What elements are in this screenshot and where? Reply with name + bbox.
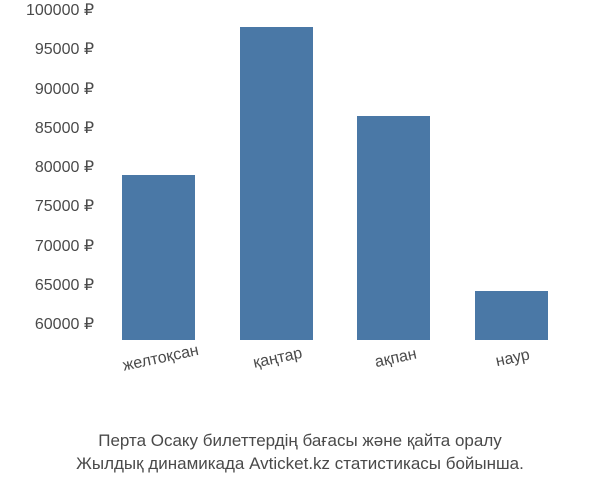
x-tick-label: наур <box>494 346 531 371</box>
y-tick-label: 60000 ₽ <box>35 314 100 334</box>
y-tick-label: 95000 ₽ <box>35 39 100 59</box>
y-tick-label: 80000 ₽ <box>35 157 100 177</box>
x-tick-label: ақпан <box>373 346 418 372</box>
bar <box>240 27 313 340</box>
y-tick-label: 100000 ₽ <box>26 0 100 20</box>
x-tick-label: желтоқсан <box>121 342 200 376</box>
bar <box>122 175 195 340</box>
y-tick-label: 85000 ₽ <box>35 118 100 138</box>
bar <box>475 291 548 340</box>
y-tick-label: 75000 ₽ <box>35 196 100 216</box>
plot-area: 60000 ₽65000 ₽70000 ₽75000 ₽80000 ₽85000… <box>100 10 570 340</box>
y-tick-label: 70000 ₽ <box>35 236 100 256</box>
price-bar-chart: 60000 ₽ 65000 ₽ 70000 ₽ 75000 ₽ 80000 ₽ 85000… <box>0 0 600 500</box>
x-tick-label: қаңтар <box>252 345 304 373</box>
y-tick-label: 90000 ₽ <box>35 79 100 99</box>
caption-line-1: Перта Осаку билеттердің бағасы және қайт… <box>0 430 600 453</box>
caption-line-2: Жылдық динамикада Avticket.kz статистика… <box>0 453 600 476</box>
y-tick-label: 65000 ₽ <box>35 275 100 295</box>
chart-caption: Перта Осаку билеттердің бағасы және қайт… <box>0 430 600 476</box>
bar <box>357 116 430 340</box>
